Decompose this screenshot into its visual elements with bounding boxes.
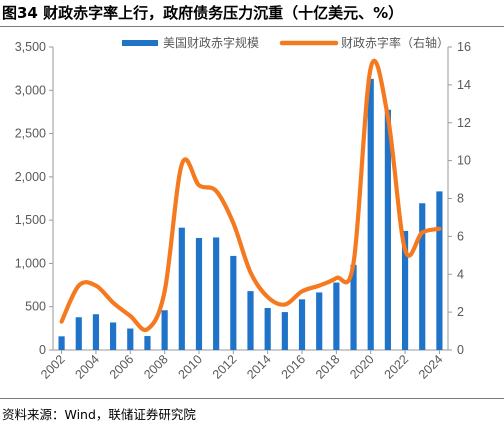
deficit-bar: [281, 312, 288, 350]
deficit-bar: [195, 237, 203, 350]
deficit-bar: [298, 299, 306, 350]
right-axis-tick-label: 16: [457, 40, 471, 54]
deficit-bar: [58, 336, 65, 350]
left-axis-tick-label: 0: [39, 343, 46, 357]
deficit-bar: [333, 282, 340, 350]
deficit-bar: [436, 191, 443, 350]
right-axis-tick-label: 2: [457, 305, 464, 319]
x-axis-tick-label: 2006: [107, 352, 137, 382]
legend-bar-label: 美国财政赤字规模: [163, 35, 259, 50]
right-axis-tick-label: 6: [457, 229, 464, 243]
left-axis-tick-label: 3,500: [15, 40, 46, 54]
left-axis-tick-label: 2,500: [15, 127, 46, 141]
x-axis-tick-label: 2016: [279, 352, 309, 382]
x-axis-tick-label: 2008: [141, 352, 171, 382]
deficit-bar: [213, 237, 220, 350]
figure-title: 图34 财政赤字率上行，政府债务压力沉重（十亿美元、%）: [2, 4, 404, 22]
deficit-chart: 0 500 1,000 1,500 2,000 2,500 3,000 3,500 0 2 4 6 8 1…: [15, 35, 471, 382]
deficit-bar: [75, 317, 82, 350]
left-axis-tick-label: 500: [25, 300, 46, 314]
right-axis-tick-label: 14: [457, 78, 471, 92]
line-series: [59, 58, 442, 333]
right-axis-tick-label: 8: [457, 192, 464, 206]
source-note: 资料来源：Wind，联储证券研究院: [2, 407, 196, 422]
deficit-bar: [419, 203, 426, 350]
deficit-bar: [178, 227, 185, 350]
deficit-bar: [110, 322, 117, 350]
left-axis-tick-label: 3,000: [15, 83, 46, 97]
title-divider: [0, 26, 504, 27]
deficit-bar: [247, 291, 254, 350]
x-axis-tick-label: 2024: [416, 352, 446, 382]
x-axis-tick-label: 2012: [210, 352, 240, 382]
x-axis-tick-label: 2010: [176, 352, 206, 382]
left-axis-tick-label: 1,500: [15, 213, 46, 227]
deficit-bar: [144, 336, 151, 350]
deficit-bar: [230, 255, 237, 350]
right-axis-tick-label: 12: [457, 116, 471, 130]
deficit-bar: [384, 109, 391, 350]
deficit-bar: [367, 78, 374, 351]
x-axis-tick-label: 2014: [244, 352, 274, 382]
deficit-bar: [401, 230, 409, 350]
deficit-bar: [127, 328, 134, 350]
deficit-bar: [264, 308, 271, 350]
bar-series: [58, 78, 443, 351]
legend-bar-swatch: [122, 40, 158, 46]
x-axis-tick-label: 2018: [313, 352, 343, 382]
deficit-rate-line: [59, 58, 442, 333]
x-axis-tick-label: 2020: [347, 352, 377, 382]
legend-line-label: 财政赤字率（右轴）: [341, 35, 449, 50]
source-divider: [0, 398, 504, 399]
right-axis-tick-label: 10: [457, 154, 471, 168]
x-axis-tick-label: 2022: [382, 352, 412, 382]
deficit-bar: [350, 264, 357, 350]
right-axis-tick-label: 0: [457, 343, 464, 357]
left-axis-tick-label: 1,000: [15, 256, 46, 270]
deficit-bar: [92, 314, 100, 350]
right-axis-tick-label: 4: [457, 267, 464, 281]
chart-legend: 美国财政赤字规模 财政赤字率（右轴）: [122, 35, 449, 50]
left-axis-tick-label: 2,000: [15, 170, 46, 184]
deficit-bar: [161, 310, 168, 350]
x-axis-tick-label: 2004: [72, 352, 102, 382]
deficit-bar: [316, 292, 323, 350]
